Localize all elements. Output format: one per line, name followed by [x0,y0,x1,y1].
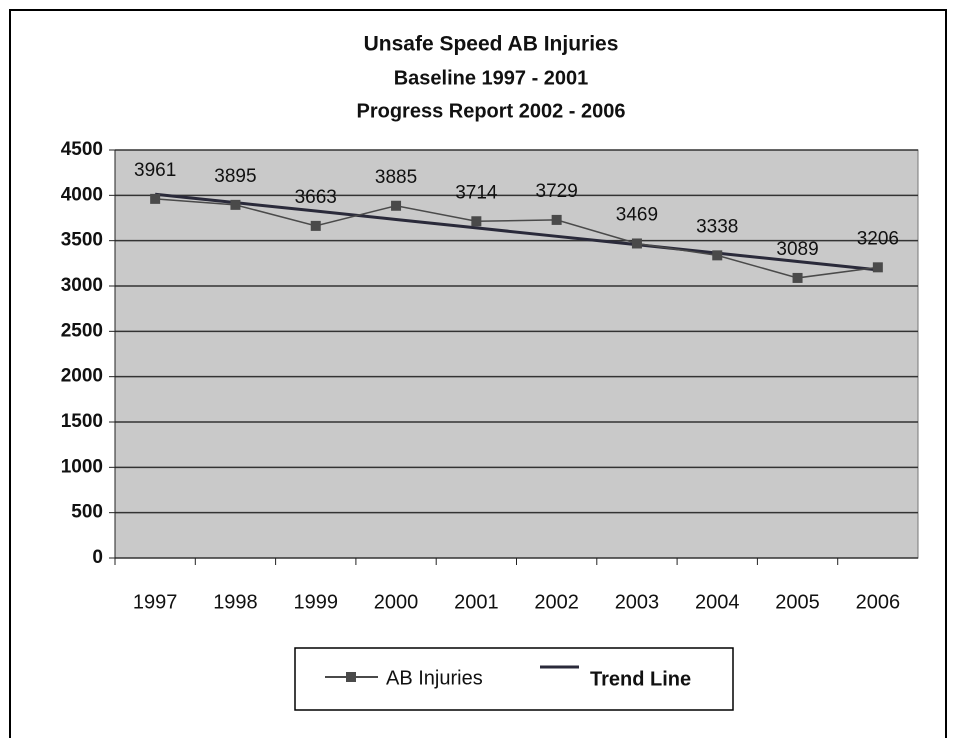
trend-line [154,192,879,272]
x-tick-label: 1999 [294,591,339,613]
data-label: 3729 [536,181,578,202]
data-label: 3895 [214,166,256,187]
chart-title: Unsafe Speed AB Injuries [364,33,619,56]
x-tick-label: 2003 [615,591,660,613]
data-label: 3714 [455,182,498,203]
chart-subtitle: Progress Report 2002 - 2006 [356,100,625,122]
data-label: 3885 [375,167,417,188]
series-line [155,198,878,279]
marker [150,193,161,204]
x-tick-label: 2001 [454,591,499,613]
marker [310,220,321,231]
frame [9,9,947,738]
plot-area [114,149,919,559]
y-tick-label: 500 [71,502,103,523]
x-tick-label: 2000 [374,591,419,613]
data-label: 3206 [857,228,899,249]
marker [471,216,482,227]
y-tick-label: 2500 [61,320,103,341]
x-tick-label: 2005 [775,591,820,613]
legend-box [294,647,734,711]
x-tick-label: 1997 [133,591,178,613]
y-tick-label: 1000 [61,456,103,477]
chart-subtitle: Baseline 1997 - 2001 [394,67,589,89]
legend-label: AB Injuries [386,667,483,689]
y-tick-label: 3500 [61,230,103,251]
x-tick-label: 2004 [695,591,740,613]
marker [712,250,723,261]
data-label: 3663 [295,187,337,208]
y-tick-label: 4500 [61,139,103,160]
x-tick-label: 1998 [213,591,258,613]
data-label: 3961 [134,160,176,181]
x-tick-label: 2002 [534,591,579,613]
marker [551,214,562,225]
x-tick-label: 2006 [856,591,901,613]
marker [230,199,241,210]
legend-label: Trend Line [590,668,691,690]
data-label: 3469 [616,204,658,225]
data-label: 3089 [776,239,818,260]
marker [792,272,803,283]
y-tick-label: 0 [92,547,103,568]
data-label: 3338 [696,216,738,237]
y-tick-label: 1500 [61,411,103,432]
y-tick-label: 4000 [61,184,103,205]
y-tick-label: 2000 [61,366,103,387]
marker [631,238,642,249]
y-tick-label: 3000 [61,275,103,296]
marker [872,262,883,273]
legend-marker [346,672,356,682]
marker [391,200,402,211]
